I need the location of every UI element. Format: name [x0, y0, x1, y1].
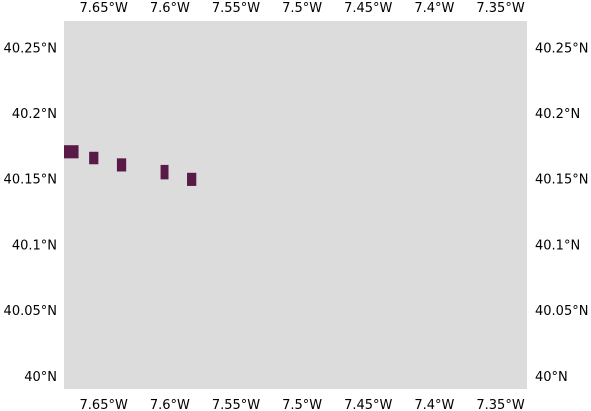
map-feature-4 — [160, 164, 169, 180]
lon-tick-label-top: 7.65°W — [80, 1, 128, 16]
lat-tick-label-left: 40.05°N — [4, 304, 57, 319]
lon-tick-label-top: 7.55°W — [212, 1, 260, 16]
map-feature-1 — [64, 145, 79, 159]
lat-tick-label-right: 40.15°N — [535, 173, 588, 188]
map-area[interactable] — [64, 21, 527, 389]
lat-tick-label-left: 40.2°N — [12, 107, 57, 122]
lat-labels-left: 40.25°N 40.2°N 40.15°N 40.1°N 40.05°N 40°N — [4, 41, 57, 385]
map-features — [64, 145, 197, 186]
lat-tick-label-right: 40.2°N — [535, 107, 580, 122]
lon-tick-label-bottom: 7.6°W — [150, 398, 190, 411]
lon-tick-label-bottom: 7.35°W — [476, 398, 524, 411]
lon-labels-bottom: 7.65°W 7.6°W 7.55°W 7.5°W 7.45°W 7.4°W 7.35°W — [80, 398, 525, 411]
lat-tick-label-left: 40.1°N — [12, 238, 57, 253]
lon-tick-label-top: 7.45°W — [344, 1, 392, 16]
lon-tick-label-top: 7.5°W — [282, 1, 322, 16]
map-feature-5 — [187, 172, 197, 186]
lat-tick-label-right: 40.25°N — [535, 41, 588, 56]
lat-tick-label-right: 40°N — [535, 370, 568, 385]
lat-tick-label-left: 40°N — [24, 370, 57, 385]
lon-tick-label-bottom: 7.45°W — [344, 398, 392, 411]
lon-tick-label-bottom: 7.55°W — [212, 398, 260, 411]
lon-tick-label-bottom: 7.5°W — [282, 398, 322, 411]
lon-tick-label-top: 7.4°W — [414, 1, 454, 16]
lat-tick-label-left: 40.15°N — [4, 173, 57, 188]
lat-tick-label-left: 40.25°N — [4, 41, 57, 56]
lon-tick-label-top: 7.6°W — [150, 1, 190, 16]
map-feature-2 — [89, 151, 99, 165]
lat-labels-right: 40.25°N 40.2°N 40.15°N 40.1°N 40.05°N 40°N — [535, 41, 588, 385]
lon-labels-top: 7.65°W 7.6°W 7.55°W 7.5°W 7.45°W 7.4°W 7.35°W — [80, 1, 525, 16]
lon-tick-label-top: 7.35°W — [476, 1, 524, 16]
lon-tick-label-bottom: 7.4°W — [414, 398, 454, 411]
lat-tick-label-right: 40.1°N — [535, 238, 580, 253]
lon-tick-label-bottom: 7.65°W — [80, 398, 128, 411]
lat-tick-label-right: 40.05°N — [535, 304, 588, 319]
map-feature-3 — [116, 158, 127, 172]
